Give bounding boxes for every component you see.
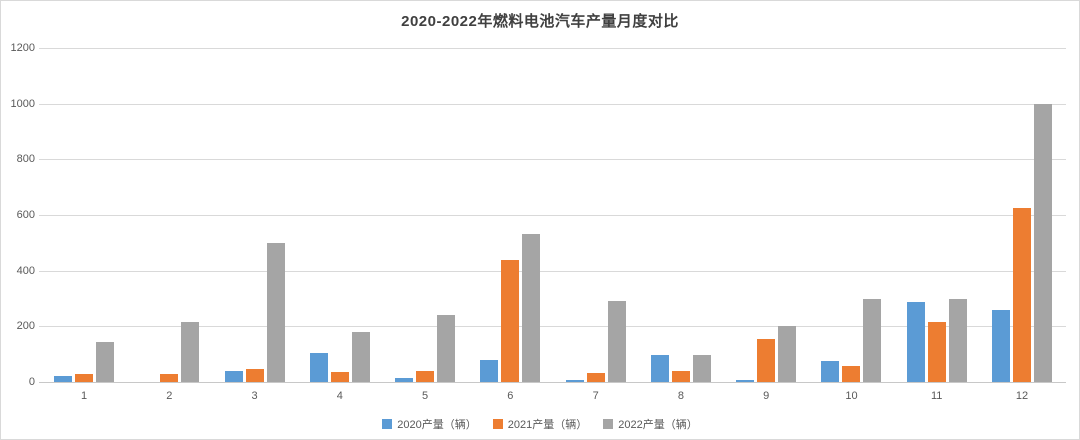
y-axis-tick-label: 600 [16,209,35,221]
bar-2020-month-10 [821,361,840,382]
bar-2021-month-12 [1013,208,1031,382]
bar-2021-month-9 [757,338,776,382]
bar-2020-month-9 [736,379,755,382]
legend: 2020产量（辆） 2021产量（辆） 2022产量（辆） [1,416,1079,432]
x-axis-tick-label: 10 [845,390,858,402]
bar-2022-month-2 [181,322,200,382]
gridline-y-200 [39,326,1066,328]
legend-swatch-icon [382,419,393,429]
gridline-y-800 [39,159,1066,161]
bar-2020-month-7 [565,379,584,382]
x-axis-tick-label: 4 [336,390,343,402]
bar-2021-month-5 [416,371,435,382]
x-axis-tick-label: 1 [80,390,88,402]
x-axis-tick-label: 9 [763,390,770,402]
bar-2021-month-1 [75,373,93,382]
bar-2022-month-4 [351,331,370,382]
y-axis-tick-label: 800 [16,153,35,166]
x-axis-tick-label: 6 [507,390,514,402]
legend-label: 2020产量（辆） [397,419,477,431]
gridline-y-0 [39,382,1066,383]
y-axis-tick-label: 1000 [10,97,35,110]
bar-2020-month-1 [54,376,72,382]
y-axis-tick-label: 0 [28,376,35,388]
bar-2020-month-5 [395,377,414,382]
bar-2022-month-8 [692,354,711,382]
bar-2021-month-8 [671,370,690,382]
bar-2022-month-1 [96,341,114,382]
bar-2022-month-5 [437,314,456,382]
gridline-y-600 [39,215,1066,216]
bar-2022-month-7 [607,300,626,382]
legend-item-2021: 2021产量（辆） [492,416,588,432]
x-axis-tick-label: 5 [422,390,429,402]
bar-2022-month-11 [948,298,967,382]
bar-2020-month-8 [650,355,669,382]
bar-2021-month-10 [842,365,861,382]
y-axis-tick-label: 200 [16,320,35,333]
y-axis-tick-label: 1200 [10,42,35,54]
x-axis-tick-label: 11 [931,390,943,402]
bar-2020-month-12 [992,309,1010,382]
legend-label: 2022产量（辆） [618,419,698,431]
gridline-y-1200 [39,48,1066,49]
bar-2022-month-10 [863,298,882,382]
legend-item-2022: 2022产量（辆） [603,416,698,432]
bar-2022-month-6 [522,234,541,382]
bar-2020-month-4 [309,352,328,382]
x-axis-tick-label: 8 [677,390,684,402]
x-axis-tick-label: 3 [251,390,258,402]
bar-2021-month-4 [330,372,349,382]
bar-2021-month-6 [501,259,520,382]
legend-item-2020: 2020产量（辆） [382,416,477,432]
x-axis-tick-label: 7 [592,390,599,402]
bar-2021-month-3 [245,369,264,382]
legend-swatch-icon [603,419,614,429]
chart-title: 2020-2022年燃料电池汽车产量月度对比 [401,13,679,30]
bar-2022-month-3 [266,242,285,382]
bar-2020-month-3 [224,370,243,382]
bar-2022-month-9 [778,326,797,382]
gridline-y-400 [39,270,1066,272]
y-axis-tick-label: 400 [16,264,35,277]
legend-label: 2021产量（辆） [507,419,588,431]
bar-2021-month-2 [160,374,179,382]
bar-2021-month-7 [586,373,605,382]
x-axis-tick-label: 2 [166,390,173,402]
bar-2021-month-11 [927,322,946,382]
x-axis-tick-label: 12 [1015,390,1029,402]
bar-2022-month-12 [1034,103,1052,382]
legend-swatch-icon [492,419,503,429]
bar-2020-month-11 [906,301,925,382]
gridline-y-1000 [39,103,1066,105]
bar-2020-month-6 [480,359,499,382]
